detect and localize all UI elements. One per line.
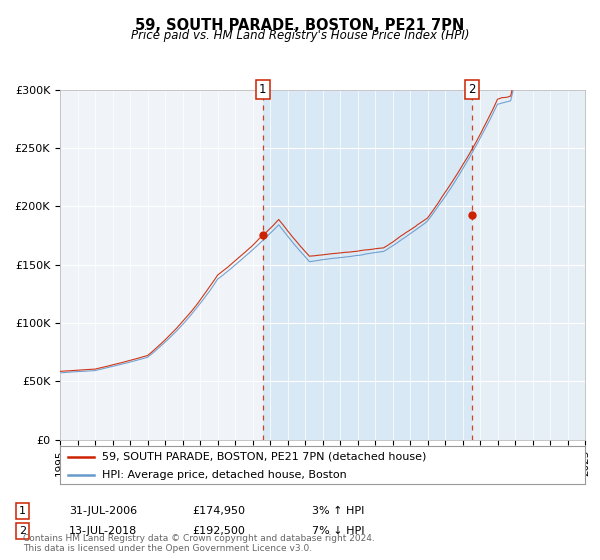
Text: 7% ↓ HPI: 7% ↓ HPI	[312, 526, 365, 536]
Text: £192,500: £192,500	[192, 526, 245, 536]
Text: Price paid vs. HM Land Registry's House Price Index (HPI): Price paid vs. HM Land Registry's House …	[131, 29, 469, 42]
Text: 2: 2	[19, 526, 26, 536]
Text: 1: 1	[19, 506, 26, 516]
Text: Contains HM Land Registry data © Crown copyright and database right 2024.
This d: Contains HM Land Registry data © Crown c…	[23, 534, 374, 553]
Text: 1: 1	[259, 83, 266, 96]
Bar	[263, 90, 472, 440]
Text: £174,950: £174,950	[192, 506, 245, 516]
Text: 31-JUL-2006: 31-JUL-2006	[69, 506, 137, 516]
Text: HPI: Average price, detached house, Boston: HPI: Average price, detached house, Bost…	[102, 470, 347, 480]
Text: 2: 2	[468, 83, 476, 96]
Text: 3% ↑ HPI: 3% ↑ HPI	[312, 506, 364, 516]
Text: 13-JUL-2018: 13-JUL-2018	[69, 526, 137, 536]
Bar	[472, 90, 585, 440]
Text: 59, SOUTH PARADE, BOSTON, PE21 7PN: 59, SOUTH PARADE, BOSTON, PE21 7PN	[136, 18, 464, 33]
Text: 59, SOUTH PARADE, BOSTON, PE21 7PN (detached house): 59, SOUTH PARADE, BOSTON, PE21 7PN (deta…	[102, 452, 427, 462]
